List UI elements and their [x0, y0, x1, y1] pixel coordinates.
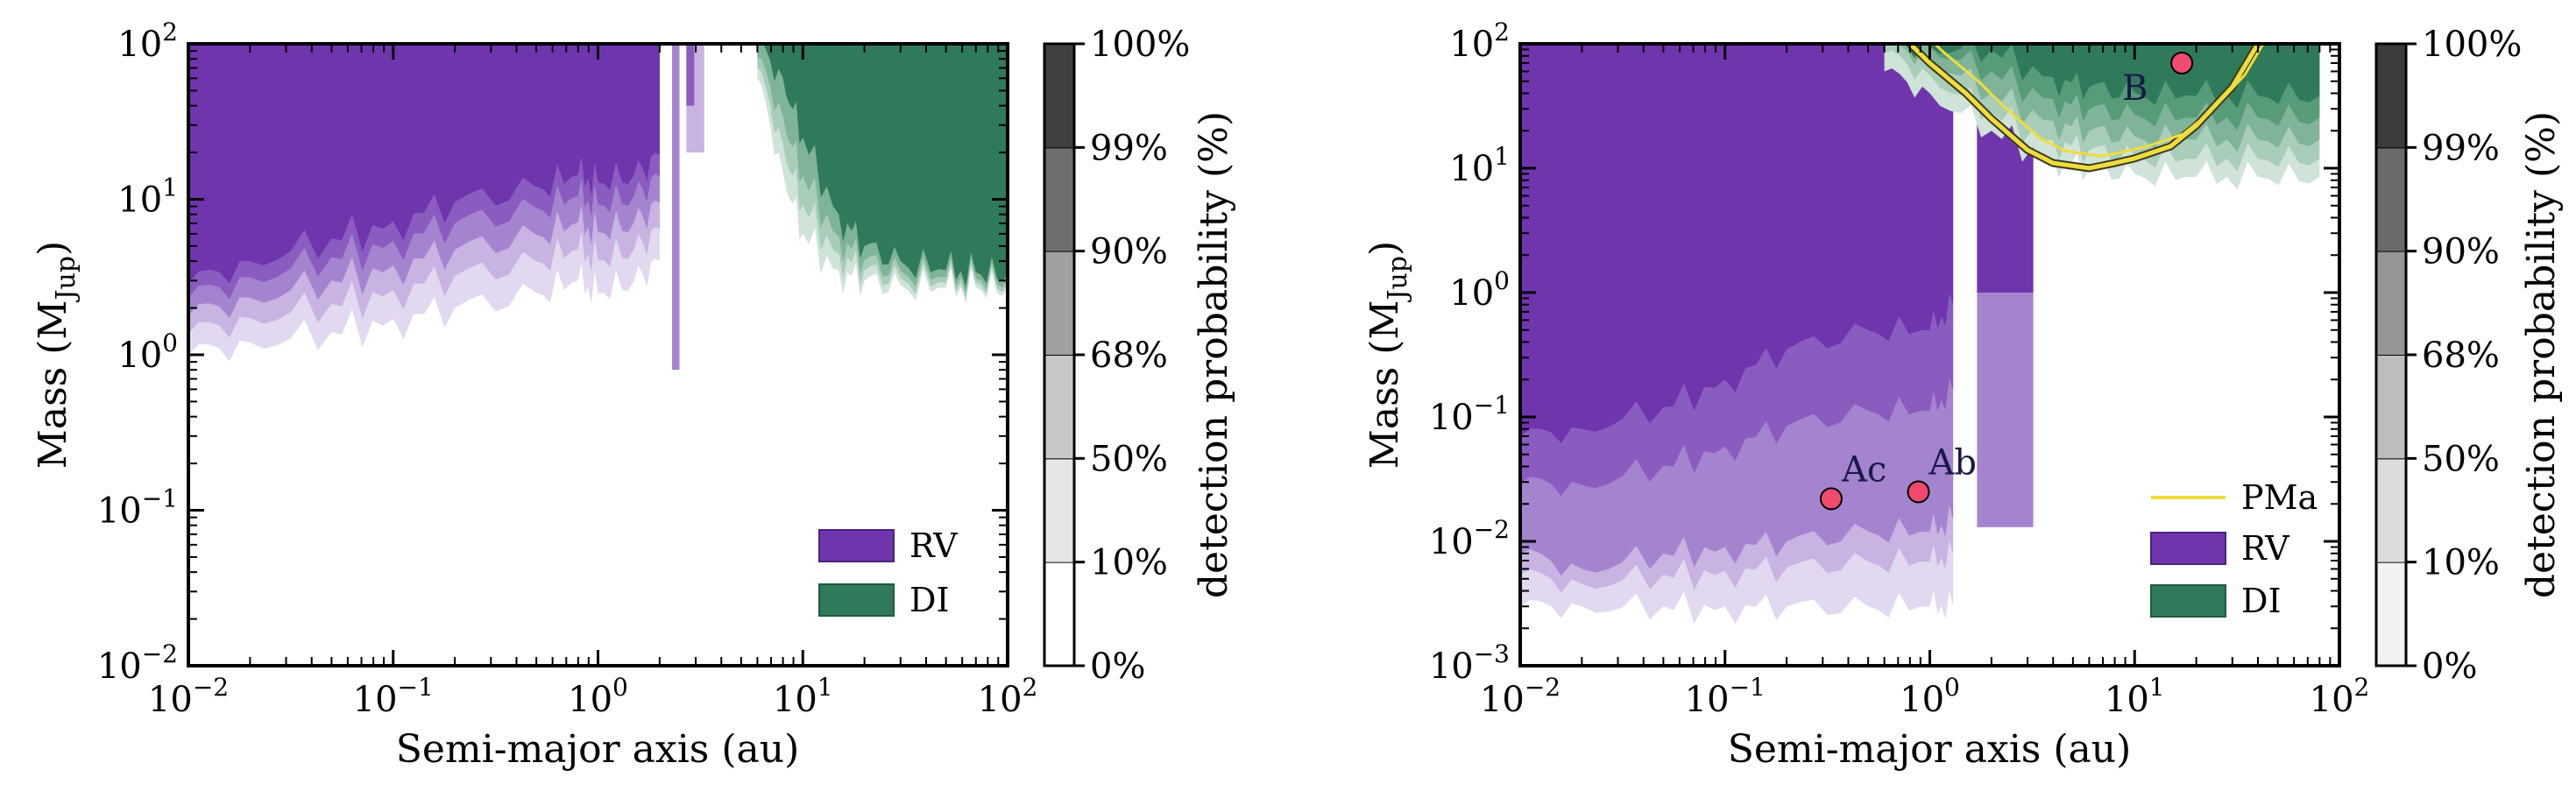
colorbar-band	[1044, 44, 1074, 148]
companion-label: B	[2122, 68, 2148, 109]
colorbar-band	[2376, 458, 2406, 562]
right-y-tick-label: 101	[1449, 142, 1510, 189]
left-legend-di-swatch	[818, 583, 895, 617]
colorbar-band	[2376, 355, 2406, 459]
colorbar-band	[1044, 251, 1074, 355]
right-x-tick-label: 102	[2310, 673, 2370, 720]
colorbar-tick-label: 50%	[1090, 439, 1168, 479]
right-x-tick-label: 10−2	[1480, 673, 1560, 720]
right-y-tick-label: 10−1	[1429, 391, 1510, 438]
colorbar-band	[2376, 251, 2406, 355]
left-y-axis-label: Mass (MJup)	[31, 241, 81, 469]
right-y-axis-label: Mass (MJup)	[1362, 241, 1413, 469]
right-legend-rv-swatch	[2150, 532, 2226, 565]
colorbar-tick-label: 68%	[2422, 335, 2500, 376]
colorbar-band	[2376, 44, 2406, 148]
left-legend-di-label: DI	[909, 581, 949, 619]
right-companions: Ac Ab B	[1819, 51, 2194, 511]
right-panel: 10−2 10−1 100 101 102 10−310−210−1100101102 …	[1362, 18, 2564, 772]
rv-region-level-4	[1520, 44, 1954, 443]
left-detection-regions	[188, 44, 1008, 371]
rv-sliver	[672, 44, 680, 371]
right-legend-di-label: DI	[2241, 582, 2281, 620]
right-ticks	[1518, 42, 2341, 667]
colorbar-tick-label: 90%	[1090, 232, 1168, 272]
colorbar-tick-label: 0%	[2422, 646, 2477, 687]
pma-curve	[1908, 44, 2261, 171]
left-legend: RV DI	[818, 526, 958, 619]
right-y-tick-labels: 10−3 10−2 10−1 100 101 102	[1429, 18, 1510, 687]
colorbar-band	[1044, 147, 1074, 251]
left-y-tick-label: 101	[117, 173, 178, 221]
colorbar-tick-label: 10%	[1090, 543, 1168, 583]
di-region-level-4	[1884, 44, 2320, 109]
companion-marker	[1907, 480, 1930, 504]
right-y-tick-label: 10−3	[1429, 639, 1510, 687]
colorbar-tick-label: 100%	[1090, 25, 1190, 65]
right-colorbar: 0% 10% 50% 68% 90% 99% 100% detection probabil…	[2374, 25, 2564, 687]
colorbar-tick-label: 0%	[1090, 646, 1145, 687]
left-x-tick-labels: 10−2 10−1 100 101 102	[148, 673, 1037, 720]
left-legend-rv-swatch	[818, 529, 895, 562]
companion-label: Ab	[1928, 442, 1978, 483]
di-region-level-3	[757, 44, 1008, 288]
right-x-tick-labels: 10−2 10−1 100 101 102	[1480, 673, 2369, 720]
left-plot-area	[188, 44, 1008, 371]
right-y-tick-label: 10−2	[1429, 515, 1510, 562]
pma-curve-inner	[1933, 44, 2265, 158]
left-x-tick-label: 101	[773, 673, 833, 720]
right-legend-di-swatch	[2150, 584, 2226, 618]
right-x-tick-label: 10−1	[1685, 673, 1766, 720]
rv-region-level-4	[188, 44, 660, 284]
left-y-tick-label: 10−2	[97, 639, 178, 687]
left-x-tick-label: 102	[978, 673, 1038, 720]
colorbar-tick-label: 99%	[1090, 128, 1168, 168]
right-legend-rv-label: RV	[2241, 529, 2289, 568]
right-detection-regions	[1520, 44, 2320, 625]
colorbar-band	[1044, 355, 1074, 459]
left-x-tick-label: 10−1	[353, 673, 434, 720]
left-ticks	[187, 42, 1009, 667]
left-colorbar-label: detection probability (%)	[1192, 111, 1236, 598]
companion-label: Ac	[1841, 449, 1886, 490]
right-colorbar-label: detection probability (%)	[2519, 111, 2564, 598]
rv-patch-core	[686, 44, 695, 106]
right-y-tick-label: 102	[1449, 18, 1510, 65]
left-colorbar: 0% 10% 50% 68% 90% 99% 100% detection probabil…	[1043, 25, 1236, 687]
left-y-tick-label: 100	[117, 328, 178, 376]
right-legend-pma-label: PMa	[2241, 478, 2318, 517]
colorbar-band	[1044, 458, 1074, 562]
right-x-axis-label: Semi-major axis (au)	[1728, 727, 2132, 772]
companion-marker	[2170, 51, 2194, 74]
colorbar-tick-label: 90%	[2422, 232, 2500, 272]
left-x-tick-label: 100	[568, 673, 628, 720]
colorbar-tick-label: 50%	[2422, 439, 2500, 479]
colorbar-band	[2376, 561, 2406, 666]
left-x-axis-label: Semi-major axis (au)	[396, 727, 800, 772]
right-y-tick-label: 100	[1449, 266, 1510, 314]
left-y-tick-label: 102	[117, 18, 178, 65]
colorbar-band	[1044, 561, 1074, 666]
left-x-tick-label: 10−2	[148, 673, 229, 720]
right-plot-area	[1520, 44, 2320, 625]
right-x-tick-label: 101	[2105, 673, 2165, 720]
colorbar-tick-label: 99%	[2422, 128, 2500, 168]
companion-marker	[1819, 487, 1843, 511]
colorbar-tick-label: 100%	[2422, 25, 2522, 65]
left-y-tick-label: 10−1	[97, 484, 178, 532]
colorbar-tick-label: 10%	[2422, 543, 2500, 583]
right-x-tick-label: 100	[1900, 673, 1960, 720]
colorbar-band	[2376, 147, 2406, 251]
left-y-tick-labels: 10−2 10−1 100 101 102	[97, 18, 178, 687]
colorbar-tick-label: 68%	[1090, 335, 1168, 376]
left-panel: 10−2 10−1 100 101 102 10−2 10−1 100 101 102 Semi…	[31, 18, 1236, 772]
right-legend: PMa RV DI	[2150, 478, 2318, 620]
left-legend-rv-label: RV	[909, 526, 958, 565]
